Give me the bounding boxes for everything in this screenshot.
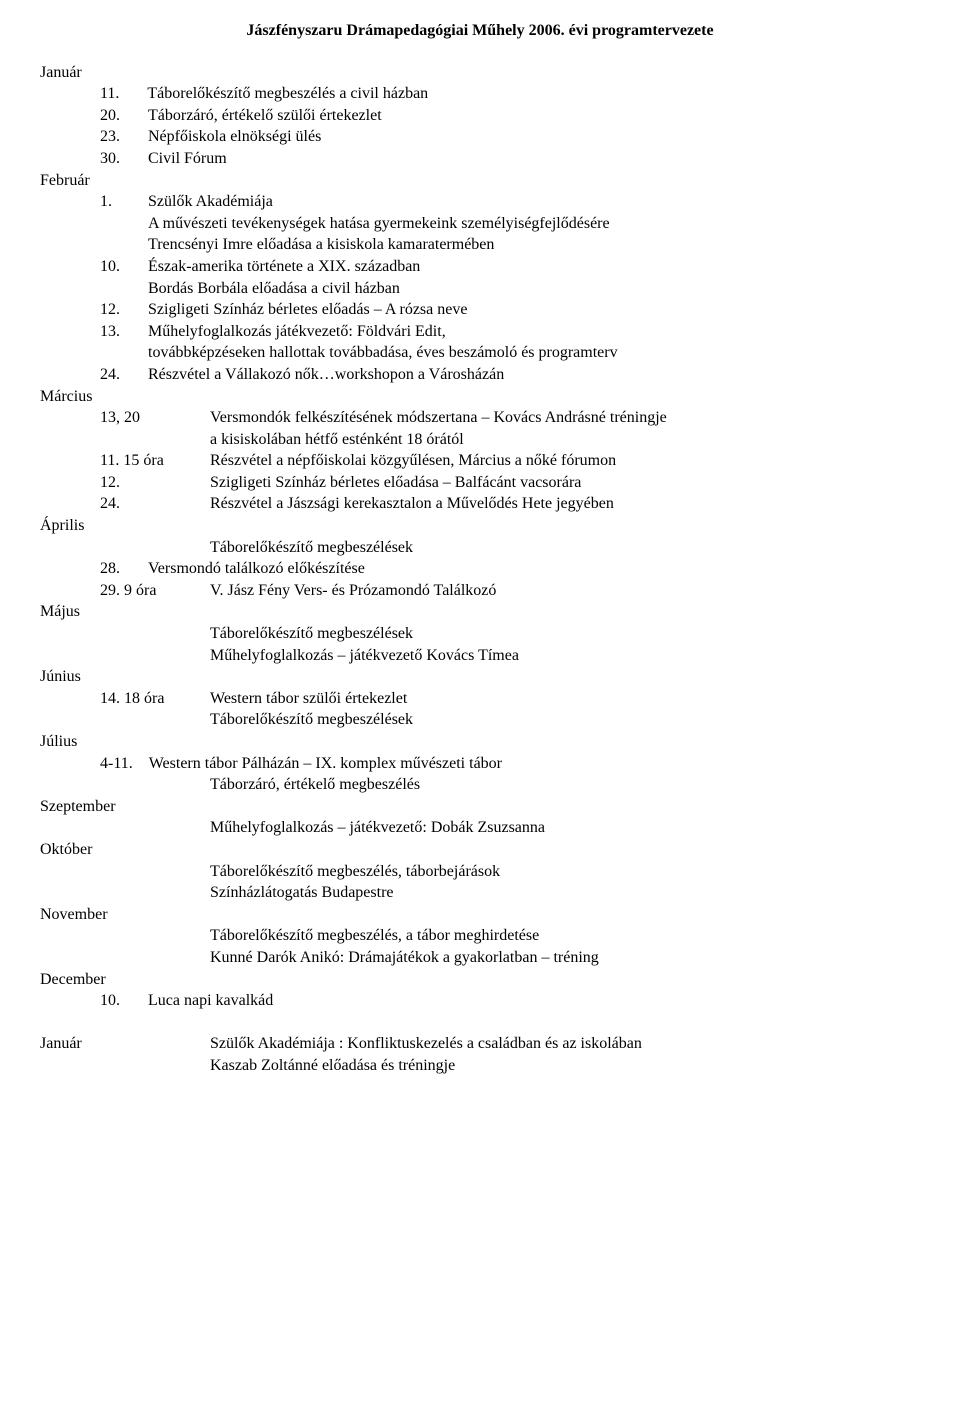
entry-text: Színházlátogatás Budapestre xyxy=(210,882,920,904)
month-szeptember: Szeptember xyxy=(40,796,920,818)
entry-date: 24. xyxy=(100,364,148,386)
month-februar: Február xyxy=(40,170,920,192)
entry-subline: továbbképzéseken hallottak továbbadása, … xyxy=(100,342,920,364)
entry: 10. Luca napi kavalkád xyxy=(100,990,920,1012)
entry-text: Táborelőkészítő megbeszélések xyxy=(210,709,920,731)
entry: 4-11. Western tábor Pálházán – IX. kompl… xyxy=(100,753,920,775)
entry-text: Részvétel a népfőiskolai közgyűlésen, Má… xyxy=(210,450,920,472)
month-november: November xyxy=(40,904,920,926)
entry-text: Táborzáró, értékelő szülői értekezlet xyxy=(148,105,920,127)
entry: 12. Szigligeti Színház bérletes előadása… xyxy=(100,472,920,494)
entry-text: Táborzáró, értékelő megbeszélés xyxy=(210,774,920,796)
entry-text: Műhelyfoglalkozás játékvezető: Földvári … xyxy=(148,321,920,343)
spacer xyxy=(100,342,148,364)
entry-text: Táborelőkészítő megbeszélések xyxy=(210,537,920,559)
entry: 24. Részvétel a Jászsági kerekasztalon a… xyxy=(100,493,920,515)
entry: 24. Részvétel a Vállakozó nők…workshopon… xyxy=(100,364,920,386)
entry-text: Táborelőkészítő megbeszélés a civil házb… xyxy=(147,83,920,105)
entry-date: 23. xyxy=(100,126,148,148)
entry-text: Szigligeti Színház bérletes előadása – B… xyxy=(210,472,920,494)
month-julius: Július xyxy=(40,731,920,753)
entry-text: Műhelyfoglalkozás – játékvezető: Dobák Z… xyxy=(210,817,920,839)
page-title: Jászfényszaru Drámapedagógiai Műhely 200… xyxy=(40,20,920,42)
entry: 10. Észak-amerika története a XIX. száza… xyxy=(100,256,920,278)
month-januar-second: Január xyxy=(40,1033,210,1055)
entry-text: V. Jász Fény Vers- és Prózamondó Találko… xyxy=(210,580,920,602)
entry: Január Szülők Akadémiája : Konfliktuskez… xyxy=(40,1033,920,1055)
entry: 13. Műhelyfoglalkozás játékvezető: Földv… xyxy=(100,321,920,343)
entry-date: 13, 20 xyxy=(100,407,210,429)
entry-text: Civil Fórum xyxy=(148,148,920,170)
entry-subline: a kisiskolában hétfő esténként 18 órától xyxy=(100,429,920,451)
spacer xyxy=(100,234,148,256)
entry: 29. 9 óra V. Jász Fény Vers- és Prózamon… xyxy=(100,580,920,602)
entry-text: Szülők Akadémiája xyxy=(148,191,920,213)
entry-date: 24. xyxy=(100,493,210,515)
entry-date: 10. xyxy=(100,256,148,278)
entry-text: Luca napi kavalkád xyxy=(148,990,920,1012)
entry-date: 4-11. xyxy=(100,753,149,775)
entry-date: 12. xyxy=(100,299,148,321)
entry-date: 1. xyxy=(100,191,148,213)
entry-text: Népfőiskola elnökségi ülés xyxy=(148,126,920,148)
entry-subline: Trencsényi Imre előadása a kisiskola kam… xyxy=(100,234,920,256)
entry-text: Trencsényi Imre előadása a kisiskola kam… xyxy=(148,234,920,256)
entry-text: továbbképzéseken hallottak továbbadása, … xyxy=(148,342,920,364)
entry-text: Táborelőkészítő megbeszélések xyxy=(210,623,920,645)
entry-date: 28. xyxy=(100,558,148,580)
month-majus: Május xyxy=(40,601,920,623)
entry-text: Részvétel a Vállakozó nők…workshopon a V… xyxy=(148,364,920,386)
entry-date: 30. xyxy=(100,148,148,170)
entry-date: 11. xyxy=(100,83,147,105)
entry: 28. Versmondó találkozó előkészítése xyxy=(100,558,920,580)
entry-text: Táborelőkészítő megbeszélés, táborbejárá… xyxy=(210,861,920,883)
entry-text: Western tábor Pálházán – IX. komplex műv… xyxy=(149,753,920,775)
month-oktober: Október xyxy=(40,839,920,861)
entry-text: Szigligeti Színház bérletes előadás – A … xyxy=(148,299,920,321)
entry-text: Kunné Darók Anikó: Drámajátékok a gyakor… xyxy=(210,947,920,969)
entry-text: Bordás Borbála előadása a civil házban xyxy=(148,278,920,300)
entry: 1. Szülők Akadémiája xyxy=(100,191,920,213)
entry-text: Versmondók felkészítésének módszertana –… xyxy=(210,407,920,429)
entry-text: Észak-amerika története a XIX. században xyxy=(148,256,920,278)
entry-date: 11. 15 óra xyxy=(100,450,210,472)
entry-text: a kisiskolában hétfő esténként 18 órától xyxy=(210,429,920,451)
entry-text: A művészeti tevékenységek hatása gyermek… xyxy=(148,213,920,235)
entry: 11. Táborelőkészítő megbeszélés a civil … xyxy=(100,83,920,105)
entry-text: Szülők Akadémiája : Konfliktuskezelés a … xyxy=(210,1033,920,1055)
entry: 13, 20 Versmondók felkészítésének módsze… xyxy=(100,407,920,429)
entry-text: Táborelőkészítő megbeszélés, a tábor meg… xyxy=(210,925,920,947)
entry-text: Kaszab Zoltánné előadása és tréningje xyxy=(210,1055,920,1077)
month-december: December xyxy=(40,969,920,991)
spacer xyxy=(100,429,210,451)
entry: 11. 15 óra Részvétel a népfőiskolai közg… xyxy=(100,450,920,472)
entry: 20. Táborzáró, értékelő szülői értekezle… xyxy=(100,105,920,127)
entry-date: 29. 9 óra xyxy=(100,580,210,602)
entry-text: Versmondó találkozó előkészítése xyxy=(148,558,920,580)
spacer xyxy=(100,278,148,300)
entry: 23. Népfőiskola elnökségi ülés xyxy=(100,126,920,148)
entry-date: 20. xyxy=(100,105,148,127)
month-aprilis: Április xyxy=(40,515,920,537)
entry-text: Műhelyfoglalkozás – játékvezető Kovács T… xyxy=(210,645,920,667)
entry-subline: A művészeti tevékenységek hatása gyermek… xyxy=(100,213,920,235)
month-marcius: Március xyxy=(40,386,920,408)
entry: 14. 18 óra Western tábor szülői értekezl… xyxy=(100,688,920,710)
entry-date: 10. xyxy=(100,990,148,1012)
month-junius: Június xyxy=(40,666,920,688)
entry-text: Western tábor szülői értekezlet xyxy=(210,688,920,710)
entry: 12. Szigligeti Színház bérletes előadás … xyxy=(100,299,920,321)
entry-date: 13. xyxy=(100,321,148,343)
entry-text: Részvétel a Jászsági kerekasztalon a Műv… xyxy=(210,493,920,515)
spacer xyxy=(100,213,148,235)
month-januar: Január xyxy=(40,62,920,84)
entry-date: 12. xyxy=(100,472,210,494)
entry-date: 14. 18 óra xyxy=(100,688,210,710)
entry: 30. Civil Fórum xyxy=(100,148,920,170)
entry-subline: Bordás Borbála előadása a civil házban xyxy=(100,278,920,300)
